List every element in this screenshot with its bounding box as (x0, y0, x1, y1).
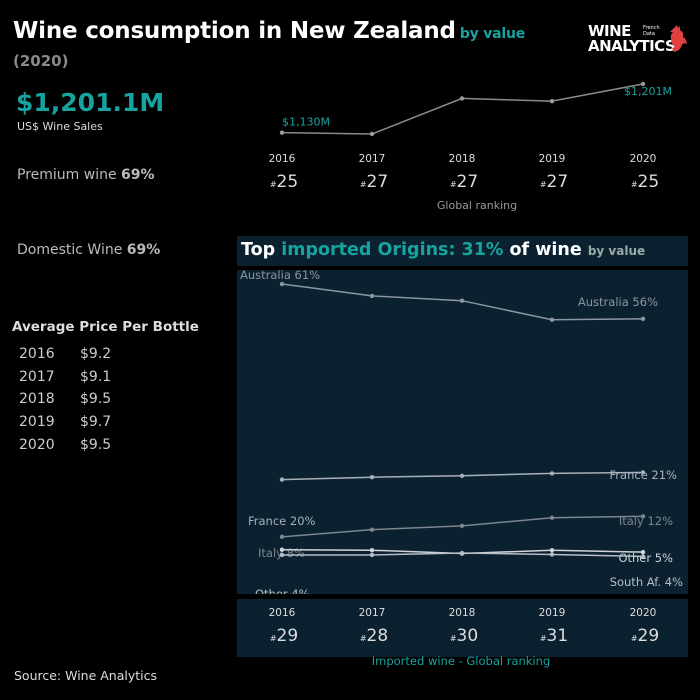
series-point (459, 550, 465, 556)
imported-rank-label: #30 (450, 626, 478, 646)
wine-analytics-logo: WINE French Data ANALYTICS (588, 22, 688, 56)
imported-year-label: 2019 (539, 607, 566, 619)
imported-year-label: 2020 (630, 607, 657, 619)
sales-ranking-caption: Global ranking (437, 199, 517, 212)
avg-price-title: Average Price Per Bottle (12, 319, 199, 335)
series-point (459, 523, 465, 529)
series-end-label: France 21% (610, 468, 678, 482)
series-point (640, 549, 646, 555)
sales-rank-label: #27 (450, 172, 478, 192)
series-start-label: Australia 61% (240, 270, 320, 282)
series-end-label: Australia 56% (578, 295, 658, 309)
series-point (369, 293, 375, 299)
sales-rank-label: #27 (540, 172, 568, 192)
rooster-icon (670, 25, 687, 52)
series-point (279, 477, 285, 482)
imported-ranking-row: 2016 #29 2017 #28 2018 #30 2019 #31 2020 #29 Impor… (269, 607, 660, 668)
sales-year-label: 2020 (630, 153, 657, 165)
sales-year-label: 2017 (359, 153, 386, 165)
series-point (279, 552, 285, 558)
avg-price-row: 2020 $9.5 (19, 437, 112, 453)
logo-tiny-text: French Data (643, 25, 660, 37)
sales-rank-label: #25 (631, 172, 659, 192)
imported-origins-header: Top imported Origins: 31% of wine by val… (237, 236, 688, 266)
series-point (640, 554, 646, 559)
avg-price-row: 2018 $9.5 (19, 391, 112, 407)
title-suffix: by value (459, 26, 526, 42)
sales-data-label: $1,130M (282, 116, 330, 129)
imported-origins-chart: Australia 61% Australia 56% France 20% Fran… (240, 270, 683, 594)
imported-rank-label: #29 (270, 626, 298, 646)
series-point (279, 534, 285, 540)
series-point (459, 298, 465, 303)
sales-point (640, 81, 646, 87)
domestic-wine-stat: Domestic Wine 69% (17, 242, 161, 258)
series-point (549, 552, 555, 557)
series-point (640, 470, 646, 475)
series-start-label: Other 4% (255, 587, 310, 594)
series-point (369, 547, 375, 553)
page-title: Wine consumption in New Zealand by value (13, 18, 525, 44)
imported-year-label: 2016 (269, 607, 296, 619)
title-year: (2020) (13, 52, 69, 70)
series-end-label: Italy 12% (619, 514, 673, 528)
series-start-label: France 20% (248, 514, 316, 528)
avg-price-row: 2017 $9.1 (19, 369, 112, 385)
imported-rank-label: #29 (631, 626, 659, 646)
series-point (640, 514, 646, 519)
sales-year-label: 2016 (269, 153, 296, 165)
series-point (549, 515, 555, 520)
series-point (369, 527, 375, 532)
avg-price-row: 2016 $9.2 (19, 346, 112, 362)
sales-rank-label: #25 (270, 172, 298, 192)
series-point (279, 281, 285, 287)
series-point (369, 475, 375, 480)
title-text: Wine consumption in New Zealand (13, 18, 456, 44)
sales-value: $1,201.1M (16, 88, 165, 117)
series-point (459, 473, 465, 478)
imported-rank-label: #31 (540, 626, 568, 646)
series-point (369, 552, 375, 558)
series-point (279, 547, 285, 552)
sales-data-label: $1,201M (624, 85, 672, 98)
sales-rank-label: #27 (360, 172, 388, 192)
imported-origins-title: Top imported Origins: 31% of wine by val… (241, 240, 646, 260)
imported-rank-label: #28 (360, 626, 388, 646)
premium-wine-stat: Premium wine 69% (17, 167, 155, 183)
sales-label: US$ Wine Sales (17, 120, 103, 133)
series-point (549, 317, 555, 322)
avg-price-row: 2019 $9.7 (19, 414, 112, 430)
sales-point (369, 131, 375, 137)
sales-series-line (281, 83, 644, 135)
source-note: Source: Wine Analytics (14, 668, 158, 683)
sales-point (279, 130, 285, 135)
imported-ranking-caption: Imported wine - Global ranking (372, 654, 550, 668)
logo-line1: WINE (588, 22, 631, 40)
series-end-label: Other 5% (618, 551, 673, 565)
imported-origins-panel (237, 270, 688, 594)
series-point (549, 471, 555, 476)
sales-year-label: 2018 (449, 153, 476, 165)
series-end-label: South Af. 4% (610, 575, 683, 589)
series-point (640, 316, 646, 322)
sales-point (549, 98, 555, 104)
imported-ranking-panel (237, 599, 688, 657)
sales-point (459, 96, 465, 101)
imported-year-label: 2017 (359, 607, 386, 619)
imported-year-label: 2018 (449, 607, 476, 619)
series-point (549, 547, 555, 553)
sales-year-label: 2019 (539, 153, 566, 165)
sales-line-chart: $1,130M $1,201M 2016 #25 2017 #27 2018 #27 2019 #… (269, 81, 672, 212)
logo-line2: ANALYTICS (588, 37, 676, 55)
